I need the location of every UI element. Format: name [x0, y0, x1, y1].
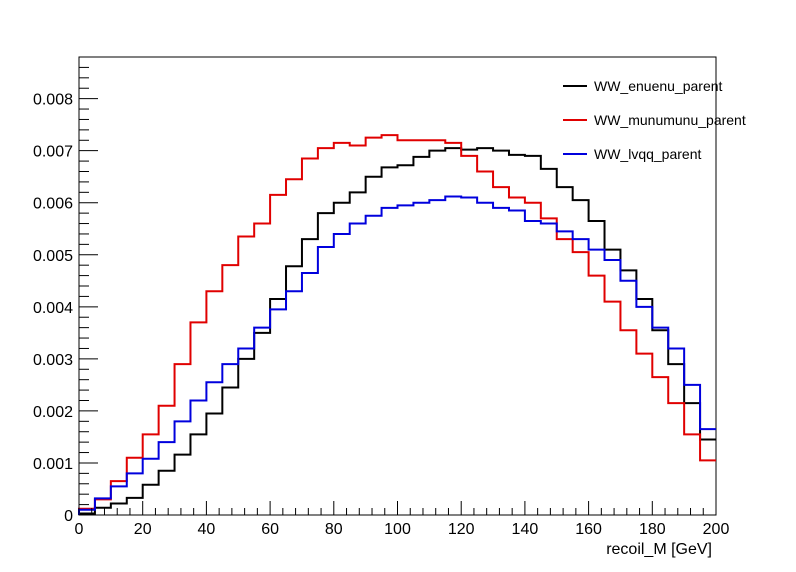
x-tick-label: 100 [384, 521, 411, 538]
x-tick-label: 140 [512, 521, 539, 538]
legend-label-0: WW_enuenu_parent [594, 78, 723, 94]
x-tick-label: 20 [134, 521, 152, 538]
y-tick-label: 0.006 [33, 196, 73, 213]
y-tick-label: 0.008 [33, 92, 73, 109]
series-line-0 [78, 147, 716, 515]
x-tick-label: 40 [198, 521, 216, 538]
series-layer [78, 134, 716, 515]
plot-area: 0 20 40 60 80 100 120 140 160 180 200 00.0010.0020… [33, 56, 730, 538]
y-tick-label: 0.007 [33, 144, 73, 161]
series-line-2 [78, 195, 716, 515]
y-tick-label: 0.002 [33, 404, 73, 421]
x-axis-label: recoil_M [GeV] [606, 541, 712, 558]
x-tick-label: 200 [703, 521, 730, 538]
x-tick-label: 0 [75, 521, 84, 538]
x-tick-label: 80 [325, 521, 343, 538]
y-tick-label: 0.003 [33, 352, 73, 369]
x-tick-label: 160 [575, 521, 602, 538]
x-tick-label: 60 [261, 521, 279, 538]
x-tick-label: 180 [639, 521, 666, 538]
y-tick-label: 0 [64, 508, 73, 525]
y-axis: 0 0.001 0.002 0.003 0.004 0.005 0.006 0.007 0.00… [33, 56, 98, 525]
legend: WW_enuenu_parent WW_munumunu_parent WW_lvq… [563, 78, 746, 162]
y-tick-label: 0.005 [33, 248, 73, 265]
y-tick-label: 0.004 [33, 300, 73, 317]
x-axis: 0 20 40 60 80 100 120 140 160 180 200 [75, 501, 730, 538]
y-tick-label: 0.001 [33, 456, 73, 473]
legend-label-1: WW_munumunu_parent [594, 112, 746, 128]
legend-label-2: WW_lvqq_parent [594, 146, 701, 162]
x-tick-label: 120 [448, 521, 475, 538]
series-line-1 [78, 134, 716, 515]
